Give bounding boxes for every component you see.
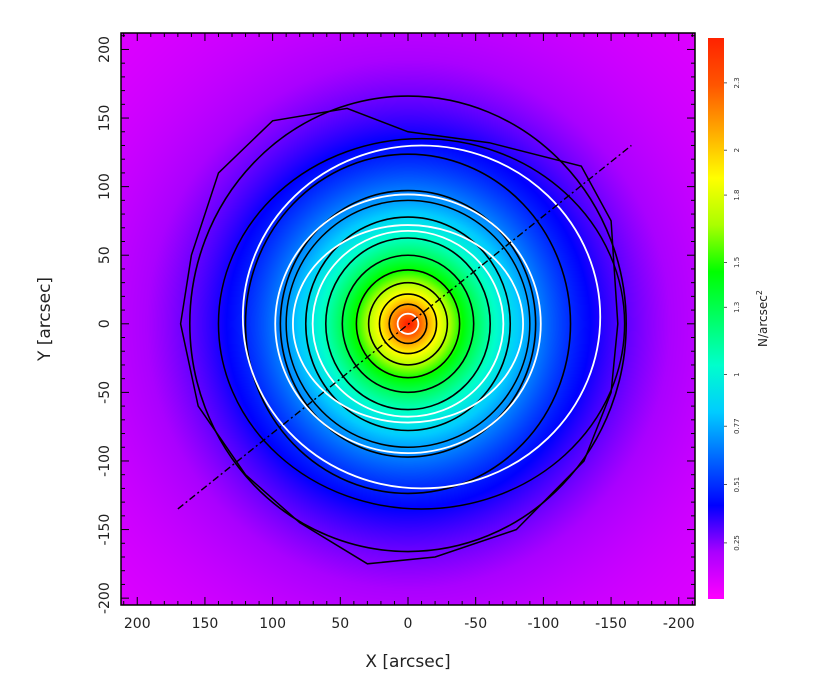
contour-black [367, 281, 449, 366]
colorbar-tick-label: 0.77 [733, 418, 741, 434]
ellipse-black [285, 199, 531, 449]
x-tick-label: -200 [663, 616, 695, 632]
colorbar-tick-label: 2 [733, 148, 741, 152]
contour-black [341, 254, 475, 394]
y-tick-label: 150 [97, 105, 113, 132]
contour-black [324, 237, 492, 411]
colorbar-tick-label: 1.3 [733, 302, 741, 313]
x-tick-label: 200 [124, 616, 151, 632]
colorbar [708, 38, 724, 599]
contour-black [355, 269, 461, 379]
contour-black [244, 153, 572, 495]
x-tick-label: -100 [527, 616, 559, 632]
colorbar-tick-label: 2.3 [733, 77, 741, 88]
colorbar-label: N/arcsec2 [755, 290, 770, 347]
y-axis-ticks: -200 -150 -100 -50 0 50 100 150 200 [97, 35, 695, 614]
contour-black [304, 216, 512, 432]
ellipse-white [241, 144, 602, 490]
x-tick-label: 100 [259, 616, 286, 632]
y-axis-label: Y [arcsec] [35, 277, 55, 362]
x-tick-label: 50 [331, 616, 349, 632]
x-tick-label: -50 [464, 616, 487, 632]
colorbar-tick-label: 1.5 [733, 257, 741, 268]
y-tick-label: 0 [97, 319, 113, 328]
colorbar-label-superscript: 2 [755, 290, 764, 295]
contour-black [378, 293, 438, 355]
contour-white [274, 193, 542, 455]
colorbar-tick-label: 1.8 [733, 190, 741, 201]
y-tick-label: 200 [97, 36, 113, 63]
y-tick-label: 50 [97, 246, 113, 264]
y-tick-label: -100 [97, 445, 113, 477]
colorbar-tick-label: 1 [733, 372, 741, 376]
density-heatmap [121, 33, 695, 605]
ellipse-white [292, 224, 524, 424]
colorbar-tick-label: 0.25 [733, 535, 741, 551]
x-axis-ticks: 200 150 100 50 0 -50 -100 -150 -200 [123, 33, 695, 632]
colorbar-ticks: 0.25 0.51 0.77 1 1.3 1.5 1.8 2 2.3 [724, 77, 741, 551]
ellipse-black [217, 137, 626, 510]
y-tick-label: -50 [97, 381, 113, 404]
contour-white [311, 229, 505, 418]
outer-contour [179, 107, 619, 565]
y-tick-label: -150 [97, 514, 113, 546]
y-tick-label: -200 [97, 582, 113, 614]
y-tick-label: 100 [97, 173, 113, 200]
contour-white [396, 312, 420, 335]
contour-black [388, 303, 428, 345]
colorbar-label-text: N/arcsec [756, 295, 770, 347]
x-tick-label: 0 [404, 616, 413, 632]
contour-black [279, 189, 537, 458]
colorbar-tick-label: 0.51 [733, 477, 741, 493]
x-tick-label: -150 [595, 616, 627, 632]
contour-black [188, 95, 628, 553]
x-tick-label: 150 [192, 616, 219, 632]
contour-lines [177, 95, 632, 565]
major-axis-line [177, 144, 632, 510]
x-axis-label: X [arcsec] [365, 652, 450, 672]
